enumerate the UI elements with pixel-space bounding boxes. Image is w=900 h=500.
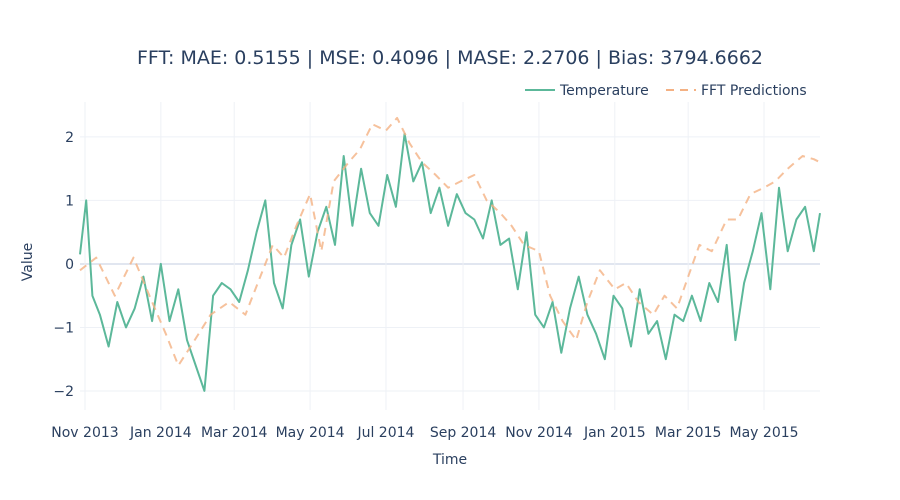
x-axis-title: Time	[432, 452, 467, 468]
x-tick-label: May 2014	[276, 425, 345, 441]
y-tick-label: −1	[53, 320, 74, 336]
axes: −2 −1 0 1 2 Nov 2013 Jan 2014 Mar 2014 May 2014 J…	[51, 130, 798, 441]
grid	[80, 102, 820, 410]
y-tick-label: −2	[53, 384, 74, 400]
y-tick-label: 0	[65, 257, 74, 273]
series-line-temperature	[79, 132, 821, 392]
x-tick-label: Jan 2014	[129, 425, 192, 441]
legend-label-temperature: Temperature	[559, 83, 649, 99]
series-layer	[79, 116, 821, 392]
x-tick-label: Nov 2013	[51, 425, 118, 441]
x-tick-label: Nov 2014	[505, 425, 572, 441]
legend-label-fft-predictions: FFT Predictions	[701, 83, 807, 99]
y-tick-label: 1	[65, 193, 74, 209]
chart-title: FFT: MAE: 0.5155 | MSE: 0.4096 | MASE: 2…	[137, 47, 763, 69]
x-tick-label: Jan 2015	[583, 425, 646, 441]
x-tick-label: Mar 2015	[655, 425, 722, 441]
y-axis-title: Value	[20, 243, 36, 281]
y-tick-label: 2	[65, 130, 74, 146]
x-tick-label: Sep 2014	[430, 425, 497, 441]
x-tick-label: Jul 2014	[356, 425, 414, 441]
series-line-fft-predictions	[79, 116, 821, 367]
legend[interactable]: Temperature FFT Predictions	[525, 83, 807, 99]
x-tick-label: Mar 2014	[201, 425, 268, 441]
x-tick-label: May 2015	[730, 425, 799, 441]
